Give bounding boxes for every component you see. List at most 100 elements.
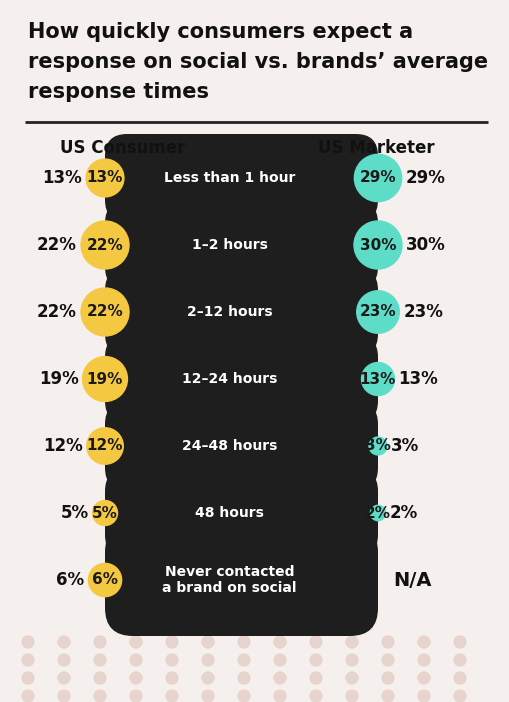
Text: 48 hours: 48 hours: [194, 506, 264, 520]
Text: US Marketer: US Marketer: [318, 139, 434, 157]
Text: 3%: 3%: [364, 439, 390, 453]
Circle shape: [58, 690, 70, 702]
FancyBboxPatch shape: [105, 268, 377, 356]
Circle shape: [130, 672, 142, 684]
Circle shape: [417, 636, 429, 648]
Text: 22%: 22%: [87, 237, 123, 253]
Circle shape: [202, 654, 214, 666]
Text: 6%: 6%: [56, 571, 84, 589]
Circle shape: [381, 690, 393, 702]
Text: 29%: 29%: [405, 169, 445, 187]
Text: 30%: 30%: [405, 236, 445, 254]
Text: 19%: 19%: [39, 370, 78, 388]
Circle shape: [238, 654, 249, 666]
FancyBboxPatch shape: [105, 402, 377, 490]
Circle shape: [202, 690, 214, 702]
Text: Never contacted
a brand on social: Never contacted a brand on social: [162, 565, 296, 595]
Circle shape: [273, 636, 286, 648]
Circle shape: [354, 154, 401, 201]
Circle shape: [130, 690, 142, 702]
Circle shape: [453, 636, 465, 648]
Text: 3%: 3%: [390, 437, 418, 455]
Circle shape: [353, 221, 401, 269]
Text: 2%: 2%: [364, 505, 390, 520]
Circle shape: [369, 437, 386, 455]
Text: 29%: 29%: [359, 171, 395, 185]
Text: How quickly consumers expect a: How quickly consumers expect a: [28, 22, 412, 42]
Circle shape: [22, 636, 34, 648]
Circle shape: [453, 672, 465, 684]
Circle shape: [381, 636, 393, 648]
Circle shape: [417, 690, 429, 702]
Text: 5%: 5%: [92, 505, 118, 520]
Text: 1–2 hours: 1–2 hours: [191, 238, 267, 252]
FancyBboxPatch shape: [105, 201, 377, 289]
Circle shape: [22, 690, 34, 702]
Text: 2%: 2%: [389, 504, 417, 522]
Circle shape: [370, 505, 385, 521]
Text: 23%: 23%: [403, 303, 442, 321]
Circle shape: [361, 362, 393, 395]
Circle shape: [202, 672, 214, 684]
Text: 23%: 23%: [359, 305, 395, 319]
Circle shape: [86, 159, 124, 197]
Text: Less than 1 hour: Less than 1 hour: [163, 171, 295, 185]
Circle shape: [94, 690, 106, 702]
Circle shape: [356, 291, 399, 333]
Circle shape: [345, 654, 357, 666]
Circle shape: [88, 564, 121, 597]
Circle shape: [94, 636, 106, 648]
Text: 19%: 19%: [87, 371, 123, 387]
Text: 12–24 hours: 12–24 hours: [181, 372, 277, 386]
Circle shape: [94, 654, 106, 666]
Text: 12%: 12%: [87, 439, 123, 453]
Circle shape: [238, 636, 249, 648]
Circle shape: [82, 357, 127, 402]
Text: 12%: 12%: [43, 437, 82, 455]
Circle shape: [238, 672, 249, 684]
Text: 13%: 13%: [398, 370, 437, 388]
FancyBboxPatch shape: [105, 335, 377, 423]
Text: 22%: 22%: [37, 236, 77, 254]
FancyBboxPatch shape: [105, 134, 377, 222]
Circle shape: [202, 636, 214, 648]
Text: 2–12 hours: 2–12 hours: [186, 305, 272, 319]
Circle shape: [130, 654, 142, 666]
Circle shape: [453, 654, 465, 666]
Circle shape: [165, 636, 178, 648]
Circle shape: [22, 654, 34, 666]
Circle shape: [417, 672, 429, 684]
Circle shape: [345, 690, 357, 702]
Circle shape: [309, 654, 321, 666]
Circle shape: [309, 672, 321, 684]
Circle shape: [417, 654, 429, 666]
Circle shape: [58, 672, 70, 684]
Circle shape: [130, 636, 142, 648]
Text: 22%: 22%: [37, 303, 77, 321]
Text: 22%: 22%: [87, 305, 123, 319]
Text: response times: response times: [28, 82, 209, 102]
Text: 5%: 5%: [60, 504, 89, 522]
Circle shape: [94, 672, 106, 684]
Circle shape: [453, 690, 465, 702]
Circle shape: [81, 288, 129, 336]
Circle shape: [165, 654, 178, 666]
Circle shape: [381, 672, 393, 684]
Circle shape: [165, 690, 178, 702]
Circle shape: [81, 221, 129, 269]
Text: response on social vs. brands’ average: response on social vs. brands’ average: [28, 52, 487, 72]
Circle shape: [345, 636, 357, 648]
Text: 24–48 hours: 24–48 hours: [181, 439, 277, 453]
Text: US Consumer: US Consumer: [60, 139, 185, 157]
Circle shape: [22, 672, 34, 684]
Circle shape: [273, 672, 286, 684]
FancyBboxPatch shape: [105, 469, 377, 557]
Circle shape: [58, 636, 70, 648]
Circle shape: [345, 672, 357, 684]
Text: 13%: 13%: [87, 171, 123, 185]
Circle shape: [273, 654, 286, 666]
Text: 13%: 13%: [42, 169, 82, 187]
Circle shape: [92, 501, 117, 526]
Circle shape: [238, 690, 249, 702]
Circle shape: [87, 428, 123, 464]
